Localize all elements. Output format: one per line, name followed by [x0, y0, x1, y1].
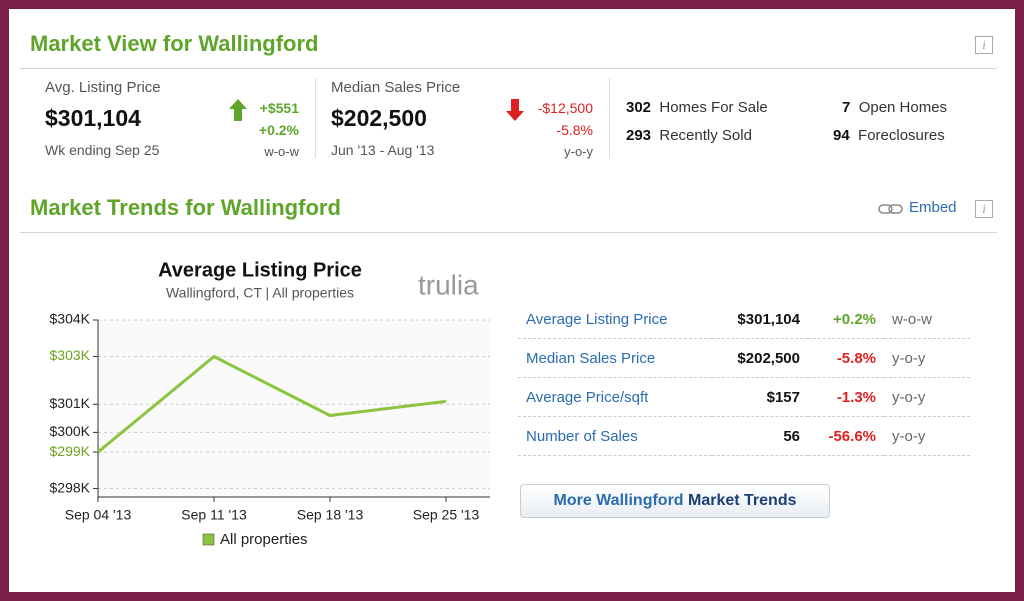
up-arrow: [229, 99, 247, 121]
divider: [20, 68, 997, 69]
legend-swatch: [202, 533, 215, 546]
stat-change: -$12,500: [537, 100, 593, 116]
y-tick-label: $303K: [50, 347, 91, 363]
cell: $157: [712, 377, 808, 417]
count-label: Recently Sold: [659, 127, 752, 144]
section-title: Market View for Wallingford: [30, 31, 319, 56]
chart: Average Listing Price Wallingford, CT | …: [50, 259, 490, 548]
separator: [609, 78, 610, 158]
y-tick-label: $301K: [50, 395, 91, 411]
count: 7 Open Homes: [842, 99, 947, 116]
cell: w-o-w: [884, 300, 970, 339]
y-tick-label: $300K: [50, 423, 91, 439]
stat-period: w-o-w: [264, 144, 299, 159]
count-value: 94: [833, 127, 850, 144]
count-label: Open Homes: [858, 99, 948, 116]
cell[interactable]: Number of Sales: [518, 416, 712, 456]
stat-pct: -5.8%: [556, 122, 593, 138]
cell: +0.2%: [808, 300, 884, 339]
x-tick-label: Sep 11 '13: [181, 507, 247, 523]
y-tick-label: $298K: [50, 479, 91, 495]
chart-subtitle: Wallingford, CT | All properties: [166, 285, 354, 301]
stat-note: Jun '13 - Aug '13: [331, 142, 435, 158]
more-button[interactable]: More Wallingford Market Trends: [520, 484, 830, 518]
brand: trulia: [418, 269, 479, 300]
count-value: 7: [842, 99, 851, 116]
cell[interactable]: Median Sales Price: [518, 338, 712, 378]
info-icon[interactable]: i: [975, 200, 993, 218]
stat-change: +$551: [259, 100, 299, 116]
embed-link[interactable]: Embed: [909, 199, 957, 216]
cell: 56: [712, 416, 808, 456]
y-tick-label: $299K: [50, 443, 91, 459]
cell: $301,104: [712, 300, 808, 339]
cell: -1.3%: [808, 377, 884, 417]
info-icon[interactable]: i: [975, 36, 993, 54]
down-arrow: [506, 99, 524, 121]
count-value: 293: [626, 127, 652, 144]
cell: $202,500: [712, 338, 808, 378]
count: 302 Homes For Sale: [626, 99, 768, 116]
count-label: Homes For Sale: [659, 99, 768, 116]
table-row: Median Sales Price $202,500 -5.8% y-o-y: [518, 338, 970, 378]
chart-title: Average Listing Price: [158, 259, 362, 281]
table-row: Number of Sales 56 -56.6% y-o-y: [518, 416, 970, 456]
cell: -5.8%: [808, 338, 884, 378]
stat-value: $202,500: [331, 105, 427, 131]
stat-note: Wk ending Sep 25: [45, 142, 160, 158]
stat-pct: +0.2%: [258, 122, 299, 138]
cell: y-o-y: [884, 377, 970, 417]
line: [97, 354, 447, 454]
divider: [20, 232, 997, 233]
count: 94 Foreclosures: [833, 127, 945, 144]
table-row: Average Listing Price $301,104 +0.2% w-o-w: [518, 300, 970, 339]
cell[interactable]: Average Price/sqft: [518, 377, 712, 417]
stat-label: Avg. Listing Price: [45, 79, 161, 96]
cell[interactable]: Average Listing Price: [518, 300, 712, 339]
button-bold[interactable]: Market Trends: [688, 492, 797, 509]
count-value: 302: [626, 99, 652, 116]
x-tick-label: Sep 25 '13: [413, 507, 480, 523]
cell: y-o-y: [884, 416, 970, 456]
cell: y-o-y: [884, 338, 970, 378]
cell: -56.6%: [808, 416, 884, 456]
count: 293 Recently Sold: [626, 127, 752, 144]
button-text[interactable]: More Wallingford: [553, 492, 684, 509]
separator: [315, 78, 316, 158]
section-title: Market Trends for Wallingford: [30, 195, 341, 220]
stat-value: $301,104: [45, 105, 141, 131]
stat-label: Median Sales Price: [331, 79, 461, 96]
x-tick-label: Sep 18 '13: [297, 507, 364, 523]
table-row: Average Price/sqft $157 -1.3% y-o-y: [518, 377, 970, 417]
stat-period: y-o-y: [564, 144, 593, 159]
link-icon: [878, 204, 903, 214]
trends-table: Average Listing Price $301,104 +0.2% w-o-w …: [518, 300, 970, 456]
y-tick-label: $304K: [50, 311, 91, 327]
x-tick-label: Sep 04 '13: [65, 507, 132, 523]
plot-area: [98, 320, 490, 497]
count-label: Foreclosures: [858, 127, 945, 144]
legend-label: All properties: [220, 531, 308, 548]
